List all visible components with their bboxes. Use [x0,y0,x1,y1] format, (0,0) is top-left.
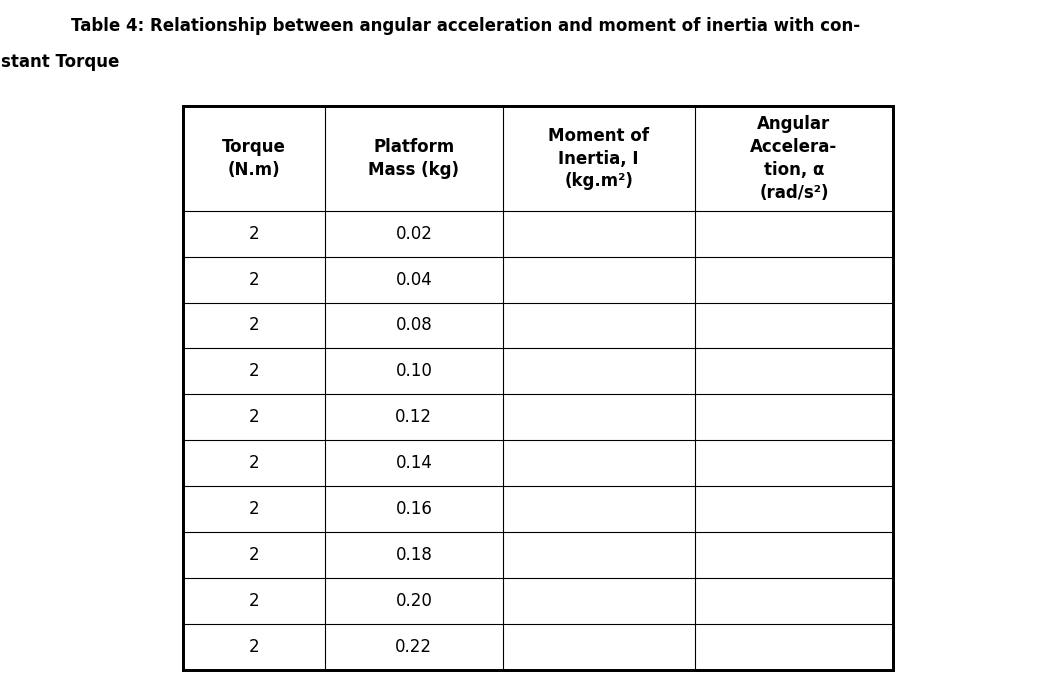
Text: Platform
Mass (kg): Platform Mass (kg) [368,138,460,179]
Text: 0.12: 0.12 [395,408,433,427]
Text: Torque
(N.m): Torque (N.m) [222,138,286,179]
Text: 2: 2 [249,638,259,656]
Text: 0.22: 0.22 [395,638,433,656]
Text: 2: 2 [249,271,259,289]
Text: 2: 2 [249,408,259,427]
Text: 2: 2 [249,317,259,335]
Text: stant Torque: stant Torque [1,53,119,71]
Text: 2: 2 [249,363,259,381]
Text: 2: 2 [249,500,259,518]
Text: 0.20: 0.20 [395,592,433,610]
Text: 0.10: 0.10 [395,363,433,381]
Text: 2: 2 [249,225,259,243]
Text: 0.08: 0.08 [395,317,433,335]
Bar [183,106,893,670]
Text: 0.18: 0.18 [395,546,433,564]
Text: Moment of
Inertia, I
(kg.m²): Moment of Inertia, I (kg.m²) [548,126,649,190]
Text: 0.04: 0.04 [395,271,433,289]
Text: 0.16: 0.16 [395,500,433,518]
Text: 2: 2 [249,546,259,564]
Text: 0.14: 0.14 [395,454,433,472]
Text: Angular
Accelera-
tion, α
(rad/s²): Angular Accelera- tion, α (rad/s²) [750,115,838,202]
Text: Table 4: Relationship between angular acceleration and moment of inertia with co: Table 4: Relationship between angular ac… [71,17,860,35]
Text: 2: 2 [249,592,259,610]
Text: 0.02: 0.02 [395,225,433,243]
Text: 2: 2 [249,454,259,472]
